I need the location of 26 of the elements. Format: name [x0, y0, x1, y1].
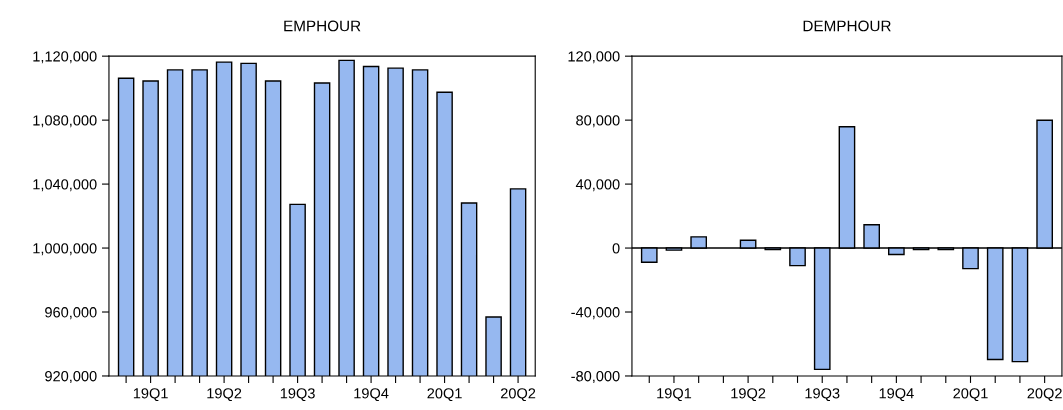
x-tick-label: 19Q1: [657, 388, 692, 402]
x-tick-label: 19Q1: [133, 388, 168, 402]
y-tick-label: 960,000: [45, 307, 97, 320]
y-tick-label: 920,000: [45, 371, 97, 384]
y-tick-label: 1,120,000: [33, 51, 97, 64]
y-tick-label: 1,080,000: [33, 115, 97, 128]
y-tick-label: 120,000: [568, 51, 620, 64]
chart-title: EMPHOUR: [284, 20, 361, 32]
x-tick-label: 19Q3: [280, 388, 315, 402]
chart-title: DEMPHOUR: [803, 20, 891, 32]
y-tick-label: 0: [612, 243, 620, 254]
y-tick-label: 40,000: [575, 179, 620, 192]
x-tick-label: 19Q3: [805, 388, 840, 402]
x-tick-label: 19Q2: [207, 388, 242, 402]
y-tick-label: 1,000,000: [33, 243, 97, 256]
y-tick-label: 1,040,000: [33, 179, 97, 192]
x-tick-label: 20Q2: [500, 388, 536, 402]
x-tick-label: 20Q1: [427, 388, 462, 402]
y-tick-label: -40,000: [571, 307, 620, 320]
x-tick-label: 20Q1: [953, 388, 988, 402]
y-tick-label: -80,000: [571, 371, 620, 384]
x-tick-label: 19Q2: [731, 388, 766, 402]
y-tick-label: 80,000: [576, 115, 620, 128]
x-tick-label: 19Q4: [354, 388, 389, 402]
x-tick-label: 20Q2: [1027, 388, 1062, 402]
x-tick-label: 19Q4: [879, 388, 914, 402]
